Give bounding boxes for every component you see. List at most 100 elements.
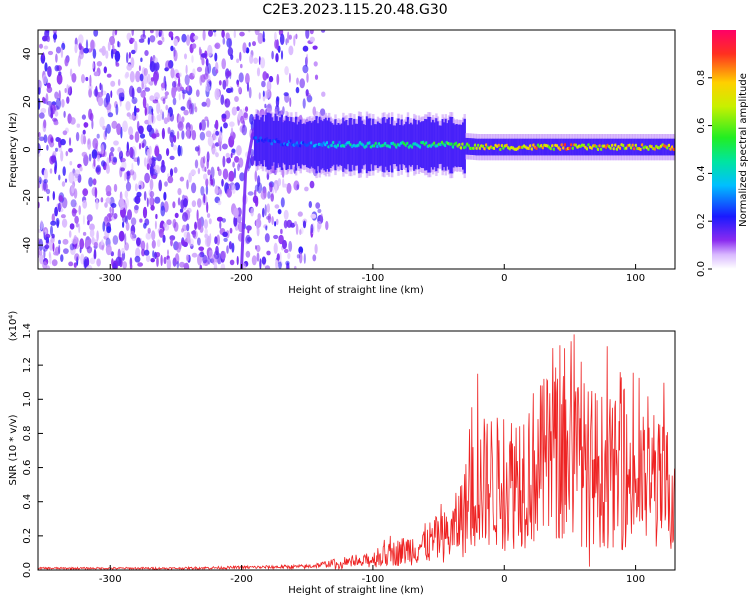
noise-blob xyxy=(310,223,314,234)
signal-band xyxy=(553,138,556,156)
noise-blob xyxy=(207,135,214,147)
colorbar-ticks: 0.0 0.2 0.4 0.6 0.8 xyxy=(696,70,712,277)
noise-blob xyxy=(221,143,228,150)
noise-blob xyxy=(162,234,166,243)
noise-blob xyxy=(218,80,222,86)
noise-blob xyxy=(131,49,136,55)
noise-blob xyxy=(222,37,226,45)
noise-blob xyxy=(176,130,180,140)
noise-blob xyxy=(104,127,108,138)
noise-blob xyxy=(128,126,134,137)
y-tick-label: -40 xyxy=(22,237,33,253)
noise-blob xyxy=(148,195,154,207)
noise-blob xyxy=(69,223,75,230)
noise-blob xyxy=(45,236,50,244)
noise-blob xyxy=(134,204,139,211)
noise-blob xyxy=(277,178,282,187)
noise-blob xyxy=(150,204,155,211)
noise-blob xyxy=(221,113,227,119)
noise-blob xyxy=(321,30,326,33)
noise-blob xyxy=(213,32,217,37)
noise-blob xyxy=(101,244,105,251)
noise-blob xyxy=(222,79,227,90)
noise-blob xyxy=(114,30,118,36)
noise-blob xyxy=(58,174,61,181)
noise-blob xyxy=(237,86,242,94)
noise-blob xyxy=(299,251,303,264)
noise-blob xyxy=(216,216,223,222)
signal-band xyxy=(339,124,342,165)
noise-blob xyxy=(124,73,129,79)
noise-blob xyxy=(287,31,290,44)
noise-blob xyxy=(163,191,167,201)
noise-blob xyxy=(254,170,258,182)
noise-blob xyxy=(39,254,44,265)
noise-blob xyxy=(148,113,152,126)
noise-blob xyxy=(289,97,292,108)
noise-blob xyxy=(63,110,66,118)
noise-blob xyxy=(177,188,182,196)
noise-blob xyxy=(219,221,222,230)
noise-blob xyxy=(211,147,217,155)
noise-blob xyxy=(101,160,106,167)
noise-blob xyxy=(184,53,187,60)
noise-blob xyxy=(43,179,48,184)
noise-blob xyxy=(152,250,155,258)
noise-blob xyxy=(314,74,319,80)
noise-blob xyxy=(88,108,93,120)
noise-blob xyxy=(205,97,211,108)
noise-blob xyxy=(181,116,185,123)
noise-blob xyxy=(179,176,185,182)
noise-blob xyxy=(230,153,233,158)
noise-blob xyxy=(149,159,153,164)
signal-band xyxy=(370,125,373,165)
noise-blob xyxy=(103,97,109,108)
signal-core xyxy=(286,143,290,147)
x-tick-label: -300 xyxy=(99,574,122,585)
noise-blob xyxy=(170,129,175,138)
noise-blob xyxy=(59,202,63,209)
noise-blob xyxy=(238,72,244,83)
noise-blob xyxy=(225,152,230,159)
signal-band xyxy=(298,121,301,167)
noise-blob xyxy=(196,209,199,222)
noise-blob xyxy=(134,40,138,53)
noise-blob xyxy=(128,114,135,120)
noise-blob xyxy=(60,138,66,146)
noise-blob xyxy=(142,96,147,109)
noise-blob xyxy=(110,203,117,208)
noise-blob xyxy=(142,30,146,38)
noise-blob xyxy=(167,126,171,135)
noise-blob xyxy=(92,48,97,59)
signal-band xyxy=(543,138,547,156)
noise-blob xyxy=(207,44,213,57)
noise-blob xyxy=(148,145,152,156)
x-tick-label: 0 xyxy=(501,574,507,585)
noise-blob xyxy=(188,172,192,183)
noise-blob xyxy=(52,242,55,252)
noise-blob xyxy=(200,119,206,131)
noise-blob xyxy=(161,127,165,140)
noise-blob xyxy=(200,53,207,58)
noise-blob xyxy=(128,51,131,59)
signal-band xyxy=(566,138,569,156)
noise-blob xyxy=(217,200,222,206)
noise-blob xyxy=(214,185,219,195)
noise-blob xyxy=(99,48,105,53)
noise-blob xyxy=(222,231,228,237)
colorbar-gradient xyxy=(712,30,736,269)
noise-blob xyxy=(120,157,126,163)
noise-blob xyxy=(82,129,86,135)
noise-blob xyxy=(283,209,289,220)
signal-band xyxy=(280,114,284,171)
noise-blob xyxy=(186,231,191,244)
noise-blob xyxy=(111,206,115,216)
noise-blob xyxy=(194,159,199,169)
signal-band xyxy=(346,125,350,165)
noise-blob xyxy=(46,188,51,195)
signal-band xyxy=(446,123,449,167)
noise-blob xyxy=(260,57,266,69)
noise-blob xyxy=(181,130,185,140)
noise-blob xyxy=(321,91,326,97)
noise-blob xyxy=(271,216,274,225)
